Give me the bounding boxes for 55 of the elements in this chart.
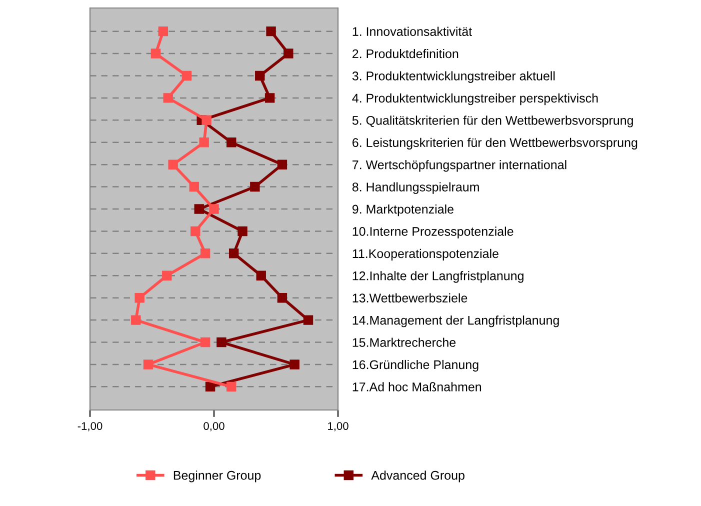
y-tick-label: 9. Marktpotenziale [352,204,454,216]
y-tick-label: 5. Qualitätskriterien für den Wettbewerbsvorsprung [352,116,633,128]
point [131,315,141,325]
point [189,182,200,192]
point [168,160,178,170]
y-tick-label: 13.Wettbewerbsziele [352,293,468,302]
point [194,204,204,214]
y-tick-label: 6. Leistungskriterien für den Wettbewerbsvorsprung [352,138,638,150]
point [277,160,288,170]
point [250,182,260,192]
point [264,93,275,103]
legend-label: Beginner Group [174,470,261,482]
legend-label: Advanced Group [371,470,464,482]
y-tick-label: 1. Innovationsaktivität [352,26,472,36]
x-tick-label: 1,00 [328,422,348,432]
point [205,382,216,392]
point [303,315,314,325]
point [150,48,161,58]
point [290,360,300,370]
point [134,292,144,303]
x-tick-label: -1,00 [78,422,102,432]
y-tick-label: 7. Wertschöpfungspartner international [352,160,566,172]
point [162,270,172,280]
point [163,93,173,103]
point [209,204,219,214]
point [284,48,294,58]
point [256,270,266,280]
point [266,26,276,36]
point [277,292,288,303]
y-tick-label: 10.Interne Prozesspotenziale [352,226,514,238]
y-tick-label: 2. Produktdefinition [352,49,458,58]
y-tick-label: 16.Gründliche Planung [352,360,478,372]
point [200,248,210,258]
y-tick-label: 3. Produktentwicklungstreiber aktuell [352,71,555,83]
point [216,337,226,348]
y-tick-label: 17.Ad hoc Maßnahmen [352,382,482,392]
y-tick-label: 4. Produktentwicklungstreiber perspektivisch [352,93,598,106]
point [238,226,248,236]
point [200,337,210,348]
y-tick-label: 8. Handlungsspielraum [352,182,479,194]
point [199,138,209,148]
y-tick-label: 15.Marktrecherche [352,338,456,347]
point [158,26,168,36]
point [190,226,200,236]
point [182,70,192,81]
y-tick-label: 14.Management der Langfristplanung [352,316,559,328]
point [255,70,265,81]
y-tick-label: 11.Kooperationspotenziale [352,248,498,261]
point [202,115,212,126]
point [143,360,154,370]
point [226,138,236,148]
point [228,248,239,258]
x-tick-label: 0,00 [204,422,224,432]
y-tick-label: 12.Inhalte der Langfristplanung [352,271,524,283]
point [226,382,236,392]
